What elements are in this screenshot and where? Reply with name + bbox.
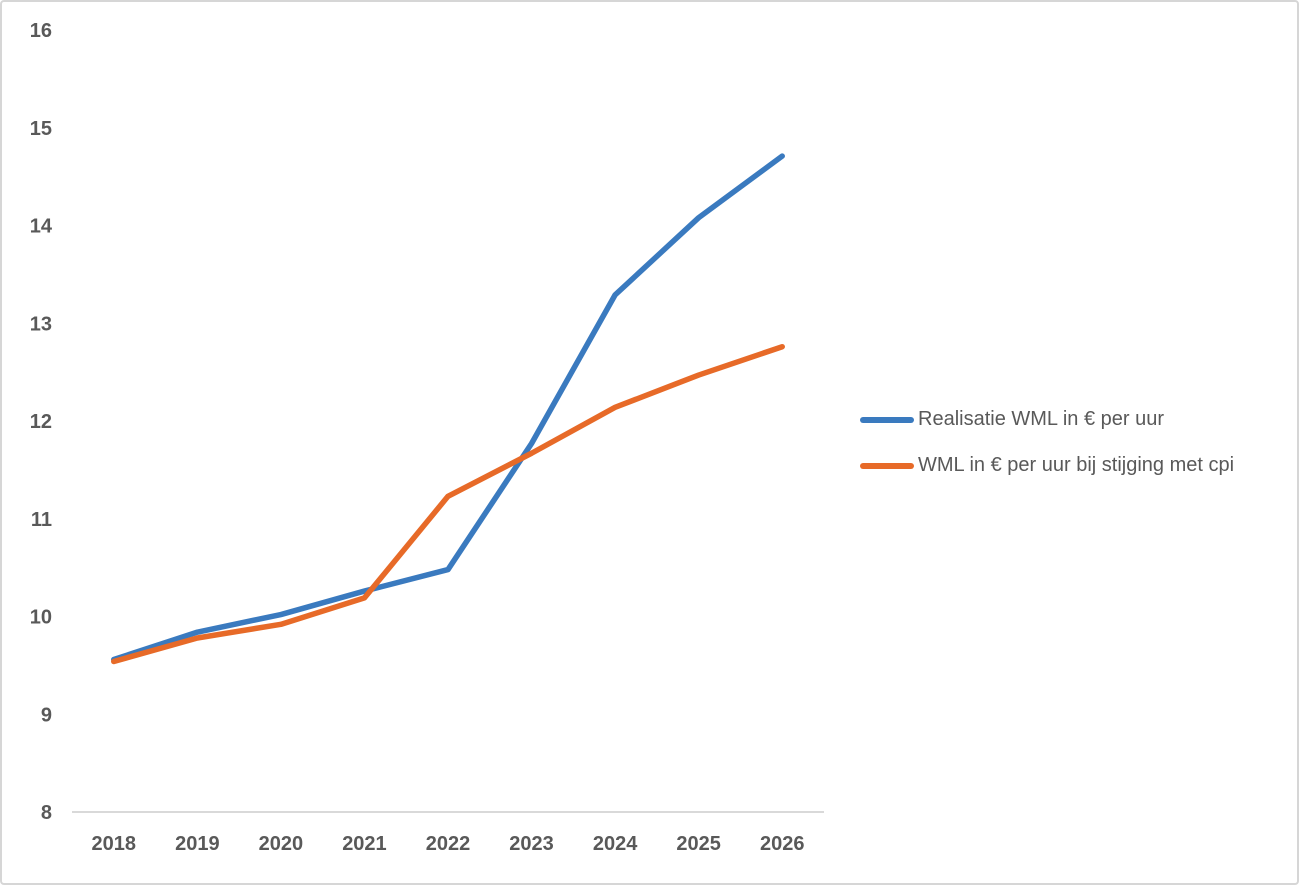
y-axis-tick-label: 12 [30, 411, 52, 433]
y-axis-tick-label: 10 [30, 607, 52, 629]
x-axis-tick-label: 2024 [593, 833, 638, 855]
x-axis-tick-label: 2022 [426, 833, 471, 855]
x-axis-tick-label: 2018 [92, 833, 137, 855]
legend-label-realisatie-wml: Realisatie WML in € per uur [918, 408, 1165, 430]
legend-swatch-wml-cpi [860, 462, 914, 469]
y-axis-tick-label: 13 [30, 313, 52, 335]
legend-label-wml-cpi: WML in € per uur bij stijging met cpi [918, 454, 1235, 476]
y-axis-tick-label: 16 [30, 20, 52, 42]
y-axis-tick-label: 15 [30, 118, 52, 140]
x-axis-tick-label: 2019 [175, 833, 220, 855]
series-line-wml-cpi [111, 343, 785, 665]
x-axis-tick-label: 2026 [760, 833, 805, 855]
x-axis-tick-label: 2021 [342, 833, 387, 855]
y-axis-tick-label: 8 [41, 802, 52, 824]
x-axis-tick-label: 2025 [676, 833, 721, 855]
chart-legend: Realisatie WML in € per uur WML in € per… [860, 405, 1234, 480]
y-axis-tick-label: 14 [30, 216, 53, 238]
y-axis-tick-label: 9 [41, 704, 52, 726]
series-line-realisatie-wml [111, 153, 785, 663]
x-axis-tick-label: 2020 [259, 833, 304, 855]
legend-item-realisatie-wml: Realisatie WML in € per uur [860, 405, 1234, 434]
legend-swatch-realisatie-wml [860, 416, 914, 423]
x-axis-tick-label: 2023 [509, 833, 554, 855]
legend-item-wml-cpi: WML in € per uur bij stijging met cpi [860, 451, 1234, 480]
y-axis-tick-label: 11 [31, 509, 52, 531]
